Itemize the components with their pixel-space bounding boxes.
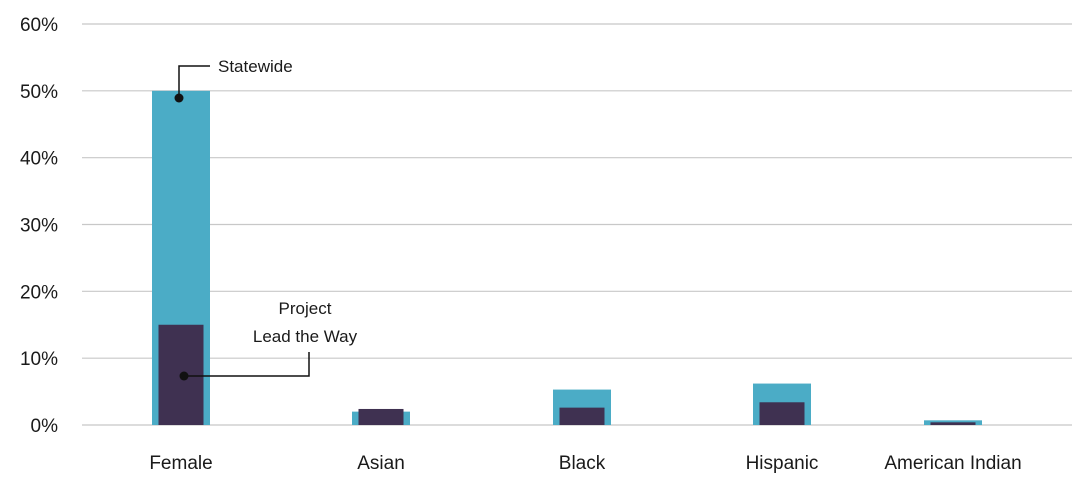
bars — [152, 90, 982, 425]
statewide-callout-dot — [174, 93, 184, 103]
y-tick-label: 20% — [20, 282, 58, 303]
y-tick-label: 40% — [20, 149, 58, 170]
x-category-label: Black — [559, 453, 606, 474]
statewide-callout-label: Statewide — [218, 57, 293, 76]
pltw-callout-label-line: Project — [279, 299, 332, 318]
x-axis-category-labels: Female Asian Black Hispanic American Indian — [149, 453, 1021, 474]
y-tick-label: 60% — [20, 15, 58, 36]
statewide-callout-line — [178, 65, 210, 98]
gridlines — [82, 23, 1072, 426]
y-tick-label: 50% — [20, 82, 58, 103]
x-category-label: Asian — [357, 453, 405, 474]
x-category-label: Hispanic — [746, 453, 819, 474]
pltw-callout-line — [184, 352, 310, 377]
bar-project-lead-the-way-2 — [559, 407, 605, 425]
y-axis-tick-labels: 0% 10% 20% 30% 40% 50% 60% — [20, 15, 58, 437]
y-tick-label: 0% — [31, 416, 59, 437]
x-category-label: American Indian — [884, 453, 1021, 474]
y-tick-label: 10% — [20, 349, 58, 370]
bar-project-lead-the-way-3 — [759, 402, 805, 425]
pltw-callout-dot — [179, 371, 189, 381]
callouts: Statewide Project Lead the Way — [174, 57, 358, 381]
bar-project-lead-the-way-1 — [358, 408, 404, 425]
x-category-label: Female — [149, 453, 212, 474]
y-tick-label: 30% — [20, 216, 58, 237]
bar-project-lead-the-way-4 — [930, 422, 976, 425]
pltw-callout-label-line: Lead the Way — [253, 327, 358, 346]
